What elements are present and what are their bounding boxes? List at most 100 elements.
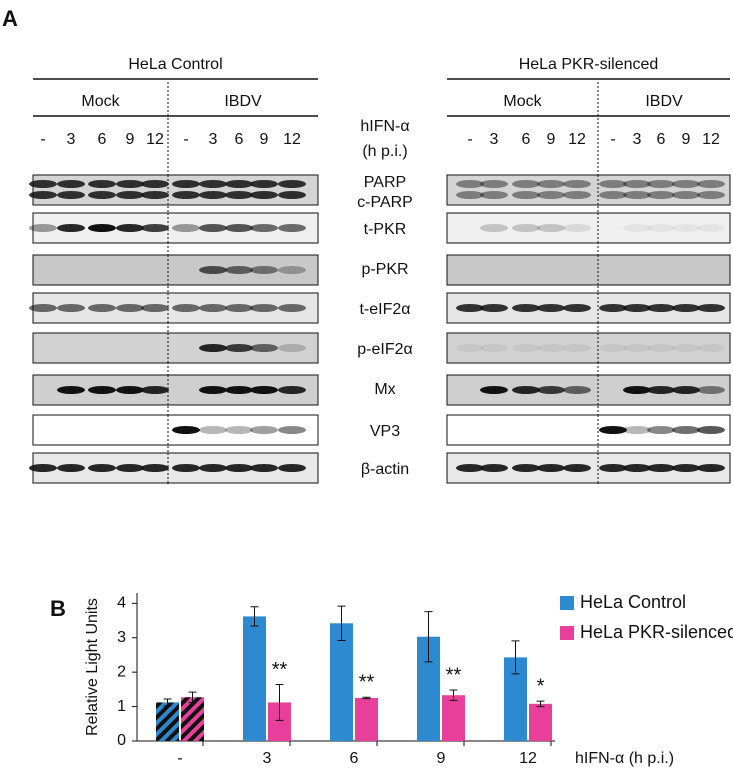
blot — [446, 254, 731, 286]
legend-label: HeLa PKR-silenced — [580, 622, 733, 642]
bar — [330, 623, 353, 741]
band — [456, 464, 484, 472]
band — [225, 426, 253, 434]
band — [278, 191, 306, 199]
band — [563, 224, 591, 232]
band — [537, 191, 565, 199]
x-tick-label: 3 — [263, 750, 272, 767]
band — [672, 191, 700, 199]
band — [278, 464, 306, 472]
band — [647, 344, 675, 352]
error-bar — [188, 691, 197, 703]
band — [250, 224, 278, 232]
band — [599, 191, 627, 199]
band — [512, 191, 540, 199]
condition-label: IBDV — [224, 93, 262, 110]
x-tick-label: 9 — [437, 750, 446, 767]
band — [512, 180, 540, 188]
band — [172, 426, 200, 434]
band — [29, 464, 57, 472]
band — [199, 180, 227, 188]
lane-label: 9 — [260, 131, 269, 148]
band — [456, 304, 484, 312]
band — [697, 180, 725, 188]
band — [480, 191, 508, 199]
lane-label: 9 — [682, 131, 691, 148]
band — [278, 266, 306, 274]
band — [199, 344, 227, 352]
blot — [446, 212, 731, 244]
y-tick-label: 1 — [117, 698, 126, 715]
band — [225, 386, 253, 394]
lane-label: 3 — [67, 131, 76, 148]
band — [480, 304, 508, 312]
band — [563, 191, 591, 199]
band — [512, 464, 540, 472]
band — [623, 224, 651, 232]
band — [278, 386, 306, 394]
error-bar — [511, 640, 520, 675]
band — [647, 386, 675, 394]
band — [199, 266, 227, 274]
band — [512, 304, 540, 312]
blot-label: c-PARP — [357, 194, 413, 211]
band — [250, 266, 278, 274]
band — [697, 191, 725, 199]
blot-label: t-eIF2α — [359, 301, 410, 318]
band — [480, 386, 508, 394]
band — [57, 386, 85, 394]
band — [599, 304, 627, 312]
significance: ** — [446, 664, 462, 686]
panel-label: B — [50, 596, 66, 621]
lane-label: - — [467, 131, 472, 148]
band — [88, 464, 116, 472]
band — [88, 386, 116, 394]
band — [141, 464, 169, 472]
band — [647, 426, 675, 434]
treatment-label: hIFN-α — [360, 118, 409, 135]
band — [225, 180, 253, 188]
band — [57, 304, 85, 312]
band — [672, 180, 700, 188]
band — [599, 344, 627, 352]
panel-label: A — [2, 6, 18, 31]
lane-label: - — [610, 131, 615, 148]
bar — [243, 616, 266, 741]
y-tick-label: 2 — [117, 663, 126, 680]
lane-label: 12 — [283, 131, 301, 148]
lane-label: 6 — [235, 131, 244, 148]
band — [480, 344, 508, 352]
lane-label: - — [183, 131, 188, 148]
band — [672, 224, 700, 232]
band — [116, 180, 144, 188]
band — [672, 344, 700, 352]
band — [623, 191, 651, 199]
band — [250, 180, 278, 188]
band — [199, 386, 227, 394]
band — [563, 180, 591, 188]
band — [697, 344, 725, 352]
band — [672, 304, 700, 312]
blot-label: Mx — [374, 381, 395, 398]
bar — [529, 703, 552, 741]
band — [278, 224, 306, 232]
band — [88, 180, 116, 188]
error-bar — [362, 696, 371, 700]
band — [278, 344, 306, 352]
blot — [32, 332, 319, 364]
bar — [355, 697, 378, 741]
error-bar — [337, 605, 346, 641]
blot — [32, 174, 319, 206]
band — [29, 191, 57, 199]
condition-label: Mock — [81, 93, 120, 110]
band — [623, 344, 651, 352]
x-tick-label: 12 — [519, 750, 537, 767]
band — [647, 224, 675, 232]
blot — [446, 174, 731, 206]
band — [116, 464, 144, 472]
band — [250, 191, 278, 199]
band — [172, 224, 200, 232]
x-axis-title: hIFN-α (h p.i.) — [575, 750, 674, 767]
legend-label: HeLa Control — [580, 592, 686, 612]
